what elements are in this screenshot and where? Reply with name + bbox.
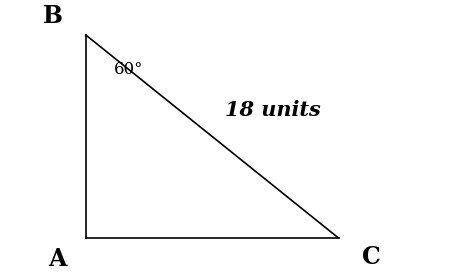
Text: C: C — [362, 245, 381, 269]
Text: A: A — [49, 248, 67, 271]
Text: B: B — [43, 4, 63, 28]
Text: 60°: 60° — [114, 61, 143, 78]
Text: 18 units: 18 units — [225, 100, 321, 120]
